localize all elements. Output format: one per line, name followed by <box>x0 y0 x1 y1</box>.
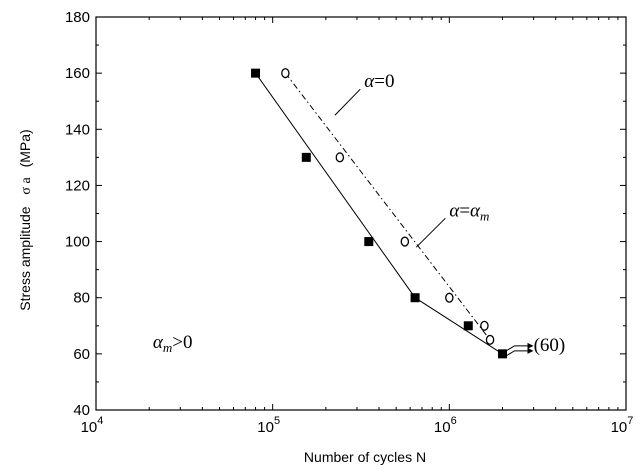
y-axis-title-symbol: σ a <box>19 177 34 195</box>
x-tick-label: 105 <box>257 415 280 436</box>
annotation-am: αm>0 <box>153 332 193 355</box>
data-point-square <box>498 349 508 359</box>
annotation-pointer <box>415 217 446 248</box>
data-point-circle <box>335 152 345 163</box>
y-tick-label: 160 <box>65 65 90 82</box>
runout-arrow-line <box>504 350 529 358</box>
data-point-square <box>364 237 374 247</box>
data-markers <box>251 68 534 359</box>
data-point-square <box>251 68 261 78</box>
data-point-circle <box>480 320 489 331</box>
annotation-alpham: α=αm <box>449 200 489 223</box>
data-point-square <box>463 321 473 331</box>
y-tick-label: 120 <box>65 177 90 194</box>
annotations: α=0 α=αm αm>0 (60) <box>153 71 565 356</box>
y-tick-label: 80 <box>73 290 90 307</box>
x-tick-label: 106 <box>434 415 457 436</box>
annotation-runout: (60) <box>534 335 566 356</box>
runout-arrow-head <box>527 347 534 354</box>
runout-arrow-line <box>504 345 529 353</box>
y-axis-title: Stress amplitude σ a (MPa) <box>17 129 34 310</box>
data-point-circle <box>400 236 410 247</box>
y-axis-ticks: 40 60 80 100 120 140 160 180 <box>65 9 626 419</box>
y-tick-label: 180 <box>65 9 90 26</box>
data-point-circle <box>281 68 290 79</box>
y-tick-label: 60 <box>73 346 90 363</box>
x-tick-label: 104 <box>81 415 104 436</box>
fit-line-series-2 <box>285 72 491 341</box>
y-tick-label: 40 <box>73 402 90 419</box>
data-point-circle <box>445 292 454 303</box>
x-tick-label: 107 <box>611 415 634 436</box>
y-tick-label: 100 <box>65 234 90 251</box>
y-axis-title-text: Stress amplitude <box>17 206 33 310</box>
x-axis-title: Number of cycles N <box>304 449 426 465</box>
data-point-circle <box>485 334 495 345</box>
data-point-square <box>410 293 420 303</box>
annotation-alpha0: α=0 <box>364 71 394 92</box>
annotation-pointer <box>334 88 361 116</box>
x-axis-ticks: 104 105 106 107 <box>81 17 634 436</box>
y-tick-label: 140 <box>65 121 90 138</box>
data-point-square <box>301 152 311 162</box>
runout-arrow-head <box>527 342 534 349</box>
y-axis-title-unit: (MPa) <box>17 129 33 167</box>
